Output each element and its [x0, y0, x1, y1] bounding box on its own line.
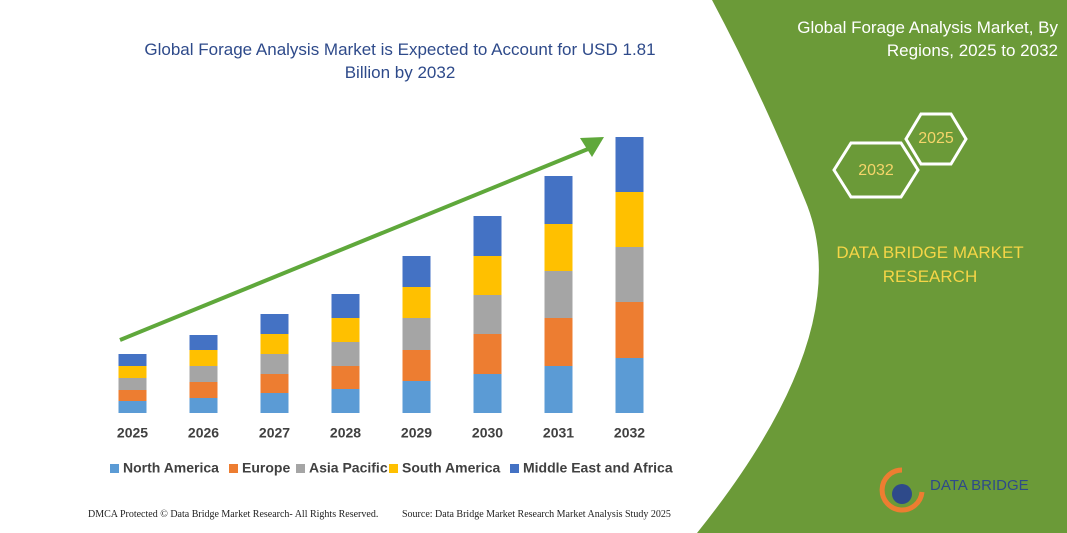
chart-title: Global Forage Analysis Market is Expecte…	[144, 40, 656, 82]
bar-segment	[473, 216, 502, 256]
bar-segment	[260, 393, 289, 413]
legend-swatch	[229, 464, 238, 473]
trend-arrow-head	[580, 137, 604, 157]
hexagon	[904, 112, 968, 166]
bar-segment	[260, 374, 289, 393]
bar-segment	[402, 318, 431, 350]
x-tick-label: 2027	[259, 425, 290, 441]
bar-segment	[615, 302, 644, 358]
legend-label: South America	[402, 460, 500, 476]
legend-swatch	[389, 464, 398, 473]
bar-segment	[118, 401, 147, 413]
bar-segment	[189, 398, 218, 413]
bar-segment	[402, 256, 431, 287]
footer-left: DMCA Protected © Data Bridge Market Rese…	[88, 509, 379, 520]
bar-segment	[331, 389, 360, 413]
bar-segment	[402, 350, 431, 381]
bar-segment	[544, 318, 573, 366]
legend-swatch	[296, 464, 305, 473]
bar-segment	[331, 342, 360, 366]
hex-label: 2025	[918, 130, 954, 147]
logo-icon	[892, 484, 912, 504]
x-tick-label: 2029	[401, 425, 432, 441]
bar-segment	[544, 366, 573, 413]
bar-segment	[615, 192, 644, 247]
bar-segment	[331, 294, 360, 318]
bar-segment	[544, 176, 573, 224]
trend-arrow	[119, 147, 589, 342]
logo-icon	[879, 467, 925, 513]
bar-segment	[473, 374, 502, 413]
bar-segment	[331, 318, 360, 342]
panel-title: Global Forage Analysis Market, By Region…	[797, 18, 1058, 60]
bar-segment	[189, 335, 218, 350]
bar-segment	[118, 390, 147, 401]
legend-swatch	[510, 464, 519, 473]
x-tick-label: 2032	[614, 425, 645, 441]
x-tick-label: 2028	[330, 425, 361, 441]
x-tick-label: 2025	[117, 425, 148, 441]
bar-segment	[118, 378, 147, 390]
legend-label: North America	[123, 460, 219, 476]
x-tick-label: 2031	[543, 425, 574, 441]
bar-segment	[402, 287, 431, 318]
legend-label: Middle East and Africa	[523, 460, 673, 476]
bar-segment	[402, 381, 431, 413]
hex-label: 2032	[858, 162, 894, 179]
bar-segment	[118, 354, 147, 366]
bar-segment	[544, 224, 573, 271]
x-tick-label: 2026	[188, 425, 219, 441]
bar-segment	[615, 358, 644, 413]
bar-segment	[331, 366, 360, 389]
bar-segment	[473, 256, 502, 295]
bar-segment	[260, 314, 289, 334]
footer-right: Source: Data Bridge Market Research Mark…	[402, 509, 671, 520]
bar-segment	[189, 382, 218, 398]
bar-segment	[544, 271, 573, 318]
brand: DATA BRIDGE MARKET RESEARCH	[836, 243, 1024, 286]
x-tick-label: 2030	[472, 425, 503, 441]
legend-label: Europe	[242, 460, 290, 476]
bar-segment	[118, 366, 147, 378]
bar-segment	[615, 247, 644, 302]
logo-text: DATA BRIDGE	[930, 477, 1029, 494]
bar-segment	[615, 137, 644, 192]
hexagon	[832, 141, 920, 199]
legend-swatch	[110, 464, 119, 473]
legend-label: Asia Pacific	[309, 460, 388, 476]
bar-segment	[473, 334, 502, 374]
bar-segment	[473, 295, 502, 334]
bar-segment	[189, 366, 218, 382]
bar-segment	[260, 354, 289, 374]
bar-segment	[260, 334, 289, 354]
side-panel	[697, 0, 1067, 533]
bar-segment	[189, 350, 218, 366]
